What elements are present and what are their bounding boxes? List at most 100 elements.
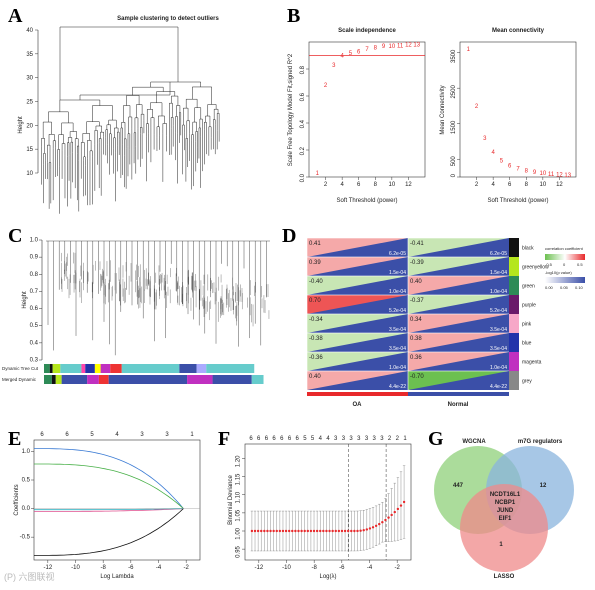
watermark: (P) 六图联视 [4, 571, 55, 582]
panel-d-p-value: 1.0e-04 [389, 289, 406, 295]
panel-f-top-tick: 3 [373, 436, 377, 442]
panel-e-path-cyan [34, 508, 184, 511]
panel-f-point [272, 529, 275, 533]
panel-a-dendro-branch [76, 145, 80, 161]
panel-c-merged-segment [212, 375, 252, 384]
panel-b-right-xtick-label: 2 [475, 182, 479, 188]
panel-b-right-ylabel: Mean Connectivity [440, 85, 446, 134]
panel-f-xtick-label: -12 [254, 565, 263, 571]
panel-e-ylabel: Coefficients [14, 484, 20, 515]
panel-a-dendro-branch [61, 143, 66, 156]
panel-c-dynamic-segment [206, 364, 255, 373]
panel-f-point [278, 529, 282, 533]
panel-b-left-ytick-label: 0.8 [300, 65, 306, 74]
panel-f-point [378, 522, 381, 526]
panel-f-point [275, 529, 278, 533]
panel-b-right-point-label: 6 [508, 163, 512, 169]
panel-c-merged-segment [251, 375, 264, 384]
panel-letter-f: F [218, 428, 230, 450]
panel-a-ytick-label: 25 [26, 100, 33, 106]
panel-d-cell-pvalue-wedge [408, 333, 509, 352]
panel-f-top-tick: 6 [257, 436, 261, 442]
panel-d-legend-p-bar [545, 277, 585, 283]
venn-count-m7g: 12 [540, 483, 547, 489]
panel-a-dendro-branch [120, 127, 123, 145]
panel-d-module-color [509, 352, 519, 371]
panel-d-module-color [509, 276, 519, 295]
panel-e-top-tick: 3 [165, 432, 169, 438]
panel-d-legend-corr-bar [545, 254, 585, 260]
panel-letter-a: A [8, 5, 23, 27]
panel-d-cell-pvalue-wedge [408, 295, 509, 314]
panel-f-point [346, 529, 350, 533]
panel-c-dynamic-segment [60, 364, 82, 373]
panel-b-left-ytick-label: 0.0 [300, 173, 306, 182]
panel-b-right-point-label: 1 [467, 47, 471, 53]
panel-a-dendro-branch [105, 129, 108, 145]
panel-f-point [319, 529, 322, 533]
panel-f-point [281, 529, 285, 533]
panel-a-dendro-branch [113, 137, 116, 153]
panel-c-ytick-label: 0.5 [30, 323, 39, 329]
panel-a-dendro-branch [182, 124, 185, 139]
panel-c-ytick-label: 0.8 [30, 272, 39, 278]
panel-e-xtick-label: -10 [71, 565, 80, 571]
panel-a-ytick-label: 40 [26, 28, 33, 34]
panel-a-dendro-branch [205, 115, 211, 127]
panel-f-xtick-label: -10 [282, 565, 291, 571]
panel-f-point [325, 529, 328, 533]
panel-d-p-value: 4.4e-22 [490, 384, 507, 390]
panel-f-top-tick: 2 [388, 436, 392, 442]
panel-a-dendro-branch [162, 123, 167, 136]
panel-f-point [331, 529, 334, 533]
panel-d-p-value: 6.2e-05 [490, 251, 507, 257]
panel-a-dendro-branch [156, 91, 176, 103]
panel-f-point [266, 529, 269, 533]
panel-e-xtick-label: -12 [43, 565, 52, 571]
panel-b-right-point-label: 13 [564, 173, 571, 179]
panel-f-point [356, 529, 359, 533]
panel-f-point [297, 529, 300, 533]
panel-a-dendro-branch [179, 112, 182, 123]
panel-a-dendro-branch [95, 125, 102, 133]
panel-d-legend-title: correlation coefficient [545, 246, 584, 251]
panel-f: F Binomial Deviance Log(λ) -12 -10 -8 -6 -4 -… [218, 428, 412, 580]
panel-d-col-normal: Normal [448, 402, 469, 408]
panel-b-left-point-label: 13 [413, 43, 420, 49]
panel-f-top-tick: 4 [326, 436, 330, 442]
panel-c-ytick-label: 0.9 [30, 255, 39, 261]
panel-a-dendro-branch [100, 131, 104, 139]
panel-b-left-xlabel: Soft Threshold (power) [337, 198, 398, 204]
panel-a-dendro-branch [135, 104, 143, 118]
panel-b-right-point-label: 3 [483, 136, 487, 142]
panel-d-cell-pvalue-wedge [307, 314, 408, 333]
panel-f-top-tick: 4 [319, 436, 323, 442]
panel-d-legend-p-tick-1: 0.00 [545, 285, 554, 290]
panel-b-right-point-label: 7 [516, 166, 520, 172]
panel-b-left-xtick-label: 4 [340, 182, 344, 188]
panel-e-top-tick: 4 [115, 432, 119, 438]
panel-c-merged-segment [187, 375, 213, 384]
panel-e-ytick-label: -0.5 [20, 535, 31, 541]
panel-d-corr-value: -0.39 [410, 260, 424, 266]
panel-letter-c: C [8, 225, 22, 247]
panel-d-p-value: 3.5e-04 [490, 327, 507, 333]
panel-d-p-value: 3.5e-04 [389, 327, 406, 333]
panel-a-dendro-branch [106, 124, 111, 134]
panel-f-top-tick: 3 [380, 436, 384, 442]
panel-d-corr-value: 0.40 [410, 279, 422, 285]
panel-c-merged-segment [44, 375, 52, 384]
panel-f-point [384, 518, 387, 522]
panel-d-legend-tick-2: 0 [563, 262, 566, 267]
panel-a-dendro-branch [185, 138, 188, 151]
panel-letter-g: G [428, 428, 444, 450]
panel-a-ytick-label: 30 [26, 76, 33, 82]
panel-c-dynamic-segment [49, 364, 53, 373]
panel-a-ylabel: Height [18, 116, 24, 134]
panel-a-ytick-label: 20 [26, 123, 33, 129]
panel-b-left-point-label: 5 [349, 51, 353, 57]
panel-f-point [315, 529, 319, 533]
panel-c-dynamic-segment [100, 364, 111, 373]
